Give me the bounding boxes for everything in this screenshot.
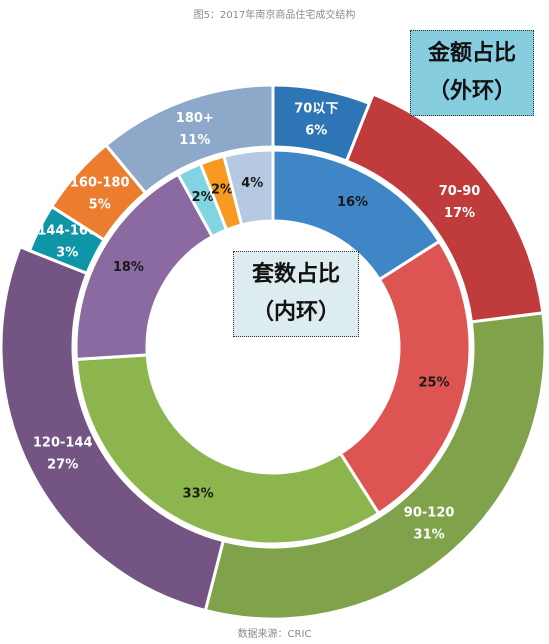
outer-ring-value-label: 6% (305, 124, 327, 139)
inner-ring-value-label: 16% (337, 195, 368, 210)
outer-ring-category-label: 120-144 (33, 436, 93, 451)
outer-ring-category-label: 90-120 (404, 506, 455, 521)
inner-ring-value-label: 33% (183, 487, 214, 502)
outer-ring-category-label: 70以下 (294, 102, 338, 117)
inner-ring-label-line1: 套数占比 (251, 262, 340, 287)
outer-ring-label-line2: （外环） (427, 79, 516, 104)
outer-ring-category-label: 180+ (176, 111, 214, 126)
inner-ring-segment-1 (338, 239, 472, 516)
inner-ring-value-label: 25% (418, 376, 449, 391)
outer-ring-value-label: 11% (179, 133, 210, 148)
inner-ring-value-label: 18% (113, 260, 144, 275)
outer-ring-segment-90-120 (203, 311, 547, 621)
inner-ring-value-label: 2% (211, 183, 233, 198)
outer-ring-category-label: 70-90 (439, 184, 481, 199)
inner-ring-segment-6 (222, 148, 275, 227)
inner-ring-value-label: 4% (241, 176, 263, 191)
outer-ring-value-label: 31% (414, 528, 445, 543)
outer-ring-label-line1: 金额占比 (427, 41, 516, 66)
inner-ring-label-box: 套数占比 （内环） (233, 251, 359, 337)
chart-title: 图5：2017年南京商品住宅成交结构 (193, 10, 356, 21)
inner-ring-segment-2 (74, 353, 381, 546)
outer-ring-label-box: 金额占比 （外环） (410, 30, 534, 116)
outer-ring-segment-120-144 (0, 244, 226, 613)
inner-ring-value-label: 2% (192, 190, 214, 205)
outer-ring-value-label: 3% (56, 246, 78, 261)
outer-ring-value-label: 27% (47, 458, 78, 473)
outer-ring-value-label: 5% (89, 198, 111, 213)
outer-ring-value-label: 17% (444, 206, 475, 221)
source-note: 数据来源：CRIC (237, 629, 312, 640)
outer-ring-category-label: 160-180 (70, 176, 130, 191)
inner-ring-label-line2: （内环） (251, 300, 340, 325)
outer-ring-segment-180+ (103, 83, 275, 196)
